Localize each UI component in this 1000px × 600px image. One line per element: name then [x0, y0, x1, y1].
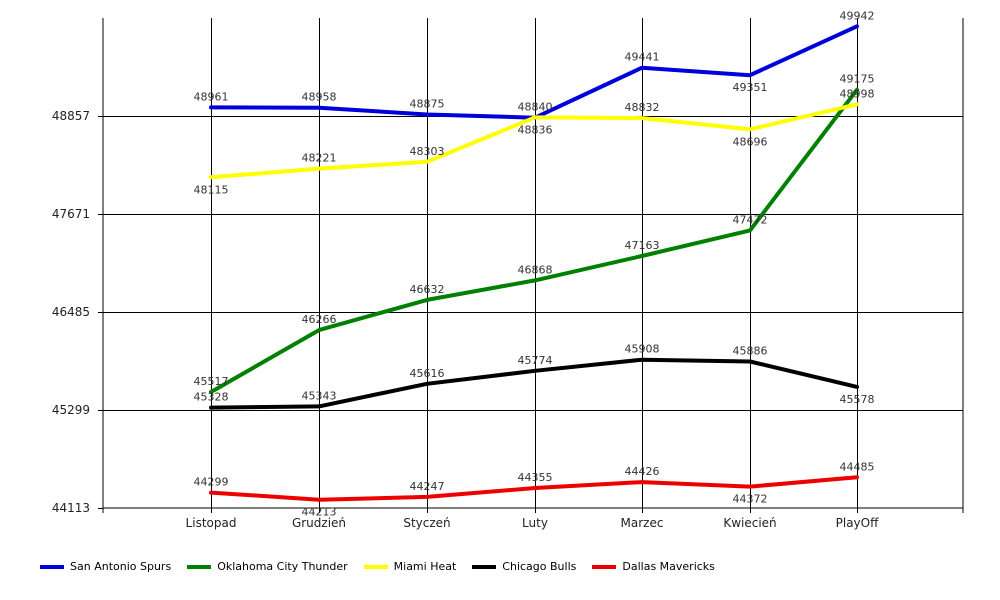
legend-item: Chicago Bulls [472, 560, 576, 573]
data-label: 44299 [194, 476, 229, 489]
data-label: 48303 [410, 145, 445, 158]
data-label: 44372 [733, 493, 768, 506]
legend-label: Miami Heat [393, 560, 457, 573]
data-label: 48221 [302, 152, 337, 165]
x-tick-label: Luty [522, 516, 548, 530]
legend-item: San Antonio Spurs [40, 560, 171, 573]
series-line [209, 357, 859, 410]
legend-swatch [363, 564, 388, 569]
data-label: 45517 [194, 375, 229, 388]
y-tick-label: 44113 [52, 501, 90, 515]
series-line [209, 102, 859, 180]
legend: San Antonio Spurs Oklahoma City Thunder Mi… [40, 560, 715, 573]
data-label: 48958 [302, 91, 337, 104]
data-label: 49351 [733, 81, 768, 94]
y-axis-ticks: 44113 45299 46485 47671 48857 [52, 109, 90, 515]
x-tick-label: Marzec [621, 516, 664, 530]
data-label: 44355 [518, 471, 553, 484]
data-label: 48832 [625, 101, 660, 114]
data-label: 46868 [518, 263, 553, 276]
data-label: 45886 [733, 344, 768, 357]
y-tick-label: 47671 [52, 207, 90, 221]
data-label: 49175 [840, 73, 875, 86]
series-line [209, 87, 859, 394]
x-tick-label: Grudzień [292, 516, 346, 530]
data-label: 49441 [625, 51, 660, 64]
data-label: 46632 [410, 283, 445, 296]
data-label: 48696 [733, 135, 768, 148]
x-tick-label: Styczeń [403, 516, 450, 530]
legend-item: Miami Heat [363, 560, 457, 573]
x-tick-label: PlayOff [836, 516, 879, 530]
grid [98, 18, 964, 513]
y-tick-label: 46485 [52, 305, 90, 319]
data-label: 47163 [625, 239, 660, 252]
legend-label: San Antonio Spurs [70, 560, 172, 573]
legend-swatch [187, 564, 212, 569]
legend-swatch [472, 564, 497, 569]
legend-item: Dallas Mavericks [592, 560, 715, 573]
data-label: 46266 [302, 313, 337, 326]
data-label: 48875 [410, 98, 445, 111]
series-lines [209, 24, 859, 502]
data-label: 44247 [410, 480, 445, 493]
data-label: 45578 [840, 393, 875, 406]
x-tick-label: Kwiecień [723, 516, 776, 530]
x-tick-label: Listopad [186, 516, 237, 530]
legend-label: Oklahoma City Thunder [217, 560, 348, 573]
data-label: 45774 [518, 354, 553, 367]
data-label: 44213 [302, 506, 337, 519]
y-tick-label: 45299 [52, 403, 90, 417]
data-label: 48961 [194, 90, 229, 103]
legend-label: Dallas Mavericks [622, 560, 715, 573]
data-labels: 48961 48958 48875 48836 49441 49351 49942 45517… [194, 9, 875, 518]
y-tick-label: 48857 [52, 109, 90, 123]
data-label: 48840 [518, 100, 553, 113]
data-label: 48115 [194, 183, 229, 196]
data-label: 45908 [625, 343, 660, 356]
x-axis-ticks: Listopad Grudzień Styczeń Luty Marzec Kwiecie… [186, 516, 880, 530]
data-label: 47472 [733, 213, 768, 226]
data-label: 45328 [194, 391, 229, 404]
legend-swatch [40, 564, 64, 569]
data-label: 45343 [302, 389, 337, 402]
data-label: 48836 [518, 124, 553, 137]
legend-label: Chicago Bulls [502, 560, 577, 573]
legend-item: Oklahoma City Thunder [187, 560, 348, 573]
data-label: 49942 [840, 9, 875, 22]
data-label: 44485 [840, 460, 875, 473]
data-label: 48998 [840, 87, 875, 100]
data-label: 44426 [625, 465, 660, 478]
data-label: 45616 [410, 367, 445, 380]
series-line [209, 475, 859, 502]
legend-swatch [592, 564, 617, 569]
